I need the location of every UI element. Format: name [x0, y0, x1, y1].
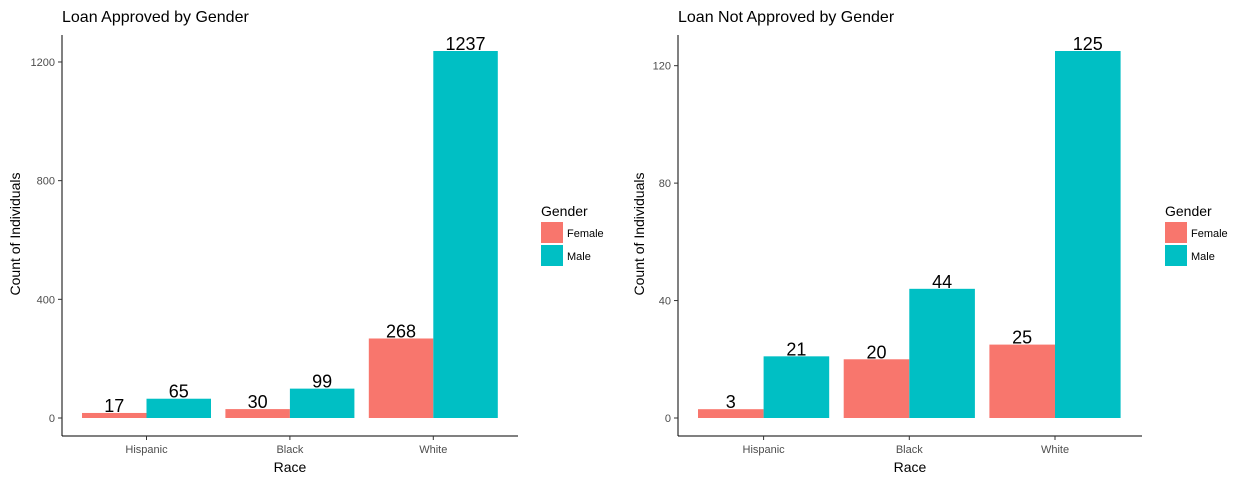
bars	[82, 51, 498, 418]
legend-swatch-male	[1165, 245, 1187, 266]
bar-value-label: 268	[386, 321, 416, 341]
bar-hispanic-male	[146, 398, 211, 418]
legend-label-female: Female	[1191, 228, 1228, 240]
loan-approved-chart: Loan Approved by Gender 176530992681237 …	[7, 9, 604, 475]
legend-label-male: Male	[567, 251, 591, 263]
y-tick-label: 1200	[31, 57, 55, 69]
legend-title: Gender	[541, 203, 588, 219]
x-tick-label: White	[419, 444, 447, 456]
bar-hispanic-female	[82, 412, 147, 418]
legend-swatch-female	[541, 222, 563, 243]
x-tick-label: White	[1041, 444, 1069, 456]
x-ticks: Hispanic Black White	[743, 436, 1069, 456]
bar-white-male	[433, 51, 498, 418]
y-tick-label: 40	[659, 296, 671, 308]
legend-label-female: Female	[567, 228, 604, 240]
bars	[698, 51, 1121, 418]
bar-value-label: 21	[786, 339, 806, 359]
bar-black-male	[289, 388, 355, 418]
chart-title: Loan Not Approved by Gender	[678, 9, 895, 26]
bar-value-label: 65	[169, 382, 189, 402]
bar-black-female	[843, 359, 910, 418]
x-axis-title: Race	[894, 459, 927, 475]
legend-label-male: Male	[1191, 251, 1215, 263]
legend-swatch-female	[1165, 222, 1187, 243]
x-ticks: Hispanic Black White	[125, 436, 447, 456]
bar-value-label: 20	[866, 342, 886, 362]
bar-value-label: 30	[248, 392, 268, 412]
y-ticks: 0 40 80 120	[653, 61, 678, 425]
legend-swatch-male	[541, 245, 563, 266]
legend: Gender Female Male	[1165, 203, 1228, 266]
loan-not-approved-chart: Loan Not Approved by Gender 3 21 20 44 25 125…	[631, 9, 1228, 475]
bar-value-label: 25	[1012, 328, 1032, 348]
chart-title: Loan Approved by Gender	[62, 9, 249, 26]
x-tick-label: Hispanic	[125, 444, 168, 456]
y-axis-title: Count of Individuals	[631, 173, 647, 296]
y-ticks: 0 400 800 1200	[31, 57, 62, 425]
bar-value-label: 1237	[446, 34, 486, 54]
bar-value-label: 44	[932, 272, 952, 292]
legend: Gender Female Male	[541, 203, 604, 266]
x-axis-title: Race	[274, 459, 307, 475]
bar-value-label: 3	[726, 392, 736, 412]
bar-black-female	[225, 409, 290, 418]
x-tick-label: Hispanic	[743, 444, 786, 456]
bar-white-female	[989, 344, 1055, 418]
y-tick-label: 0	[49, 413, 55, 425]
bar-hispanic-male	[763, 356, 830, 418]
bar-hispanic-female	[698, 409, 764, 418]
y-tick-label: 400	[37, 294, 55, 306]
bar-black-male	[909, 288, 975, 418]
bar-value-label: 99	[312, 372, 332, 392]
y-tick-label: 120	[653, 61, 671, 73]
y-tick-label: 0	[665, 413, 671, 425]
bar-white-female	[368, 338, 434, 418]
y-tick-label: 800	[37, 176, 55, 188]
x-tick-label: Black	[276, 444, 303, 456]
legend-title: Gender	[1165, 203, 1212, 219]
bar-value-label: 125	[1073, 34, 1103, 54]
bar-white-male	[1055, 51, 1121, 418]
y-axis-title: Count of Individuals	[7, 173, 23, 296]
bar-value-label: 17	[104, 396, 124, 416]
x-tick-label: Black	[896, 444, 923, 456]
bar-labels: 3 21 20 44 25 125	[726, 34, 1103, 412]
y-tick-label: 80	[659, 178, 671, 190]
bar-labels: 17 65 30 99 268 1237	[104, 34, 485, 416]
